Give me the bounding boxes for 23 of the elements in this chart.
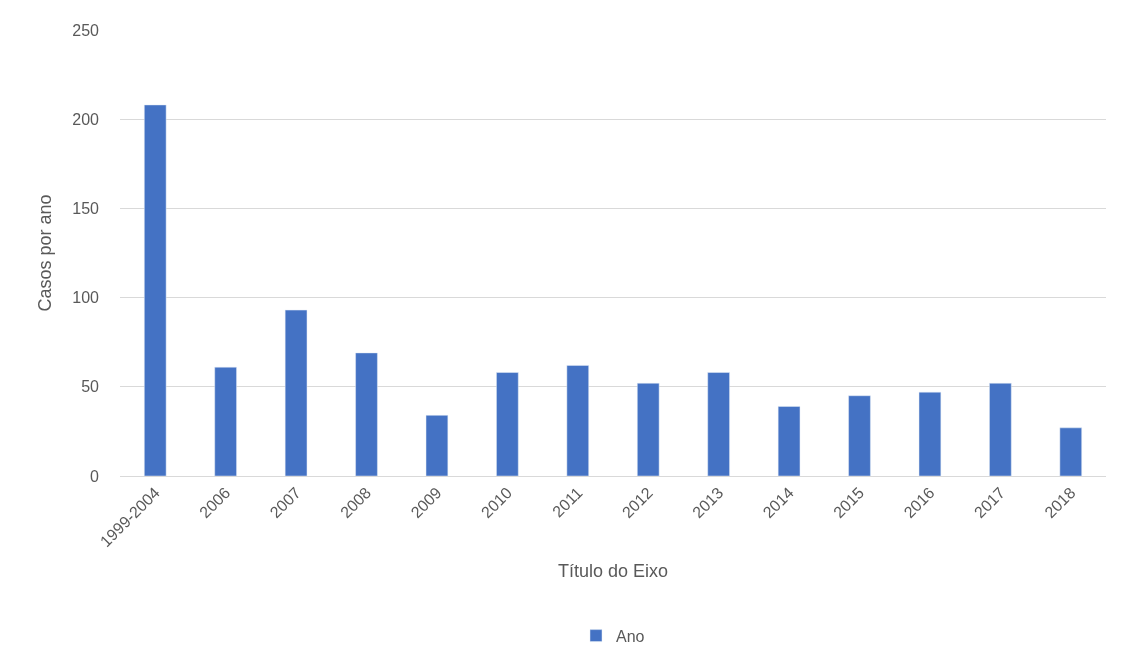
y-tick-label: 100 [72,289,100,307]
bar [637,382,660,476]
x-axis-title: Título do Eixo [557,561,669,582]
bar [989,382,1012,476]
bar [707,372,730,476]
bar [284,309,308,476]
y-tick-label: 150 [72,200,100,217]
y-axis-title: Casos por ano [35,194,56,312]
bar [566,365,589,476]
bar [848,395,871,476]
y-tick-label: 50 [81,378,100,396]
bar [918,391,942,476]
bar [214,366,237,476]
bar [425,415,449,476]
y-tick-label: 250 [72,21,100,39]
bar [355,352,378,476]
y-tick-label: 200 [72,110,100,128]
bar [144,104,167,476]
bar [777,406,801,476]
legend-label: Ano [616,627,645,645]
bar [1059,427,1082,476]
y-tick-label: 0 [90,467,100,485]
bar [496,372,519,476]
